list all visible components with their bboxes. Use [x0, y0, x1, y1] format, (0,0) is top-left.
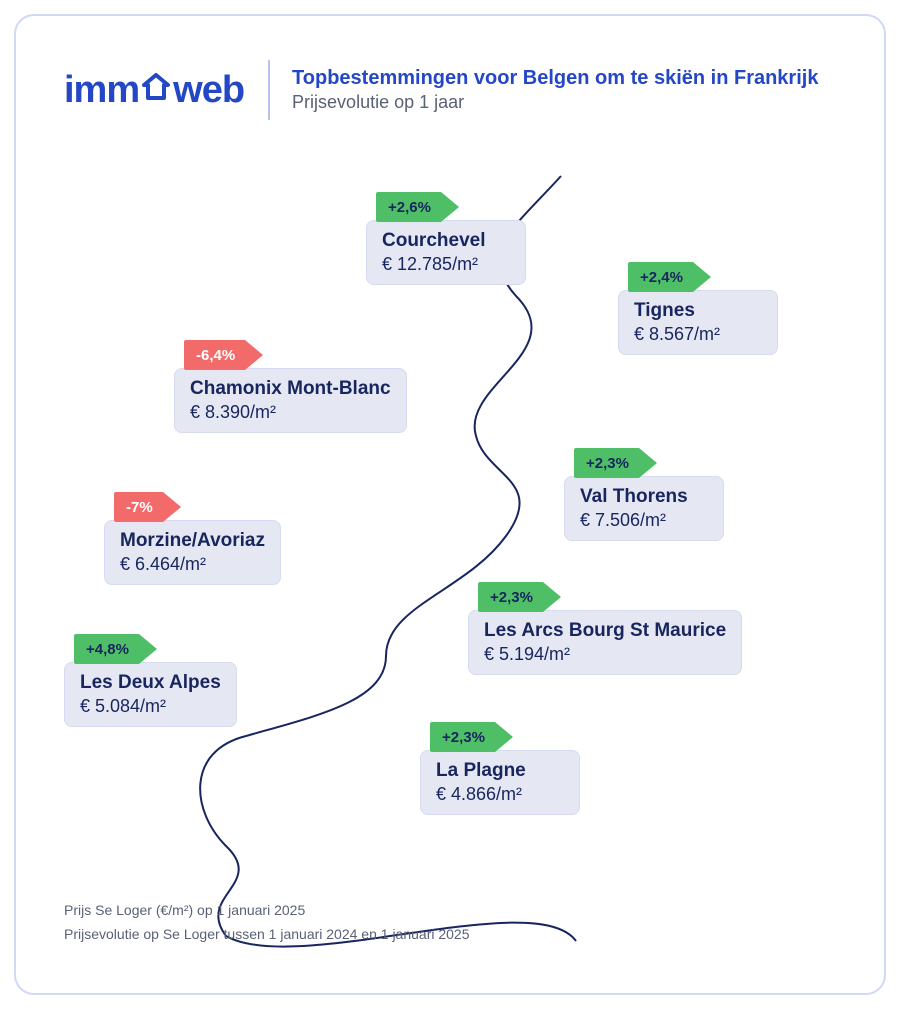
location-node-la-plagne: +2,3% La Plagne€ 4.866/m²	[420, 722, 580, 815]
change-value: +4,8%	[86, 641, 129, 658]
brand-logo: imm web	[64, 69, 244, 112]
location-price: € 8.567/m²	[634, 324, 762, 345]
location-node-tignes: +2,4% Tignes€ 8.567/m²	[618, 262, 778, 355]
change-value: +2,3%	[442, 729, 485, 746]
footnote-line: Prijsevolutie op Se Loger tussen 1 janua…	[64, 923, 470, 947]
footnote-line: Prijs Se Loger (€/m²) op 1 januari 2025	[64, 899, 470, 923]
change-value: +2,6%	[388, 199, 431, 216]
location-card: Morzine/Avoriaz€ 6.464/m²	[104, 520, 281, 585]
change-flag: +2,6%	[376, 192, 441, 222]
location-name: La Plagne	[436, 760, 564, 782]
change-value: +2,3%	[490, 589, 533, 606]
location-price: € 5.084/m²	[80, 696, 221, 717]
page-title: Topbestemmingen voor Belgen om te skiën …	[292, 67, 818, 90]
location-card: Chamonix Mont-Blanc€ 8.390/m²	[174, 368, 407, 433]
location-name: Val Thorens	[580, 486, 708, 508]
location-node-morzine: -7% Morzine/Avoriaz€ 6.464/m²	[104, 492, 281, 585]
location-card: Val Thorens€ 7.506/m²	[564, 476, 724, 541]
change-value: -7%	[126, 499, 153, 516]
location-name: Courchevel	[382, 230, 510, 252]
brand-text-right: web	[173, 69, 244, 112]
location-price: € 5.194/m²	[484, 644, 726, 665]
location-node-val-thorens: +2,3% Val Thorens€ 7.506/m²	[564, 448, 724, 541]
location-price: € 4.866/m²	[436, 784, 564, 805]
change-value: -6,4%	[196, 347, 235, 364]
location-node-courchevel: +2,6% Courchevel€ 12.785/m²	[366, 192, 526, 285]
location-name: Tignes	[634, 300, 762, 322]
location-card: La Plagne€ 4.866/m²	[420, 750, 580, 815]
location-card: Les Deux Alpes€ 5.084/m²	[64, 662, 237, 727]
location-price: € 12.785/m²	[382, 254, 510, 275]
footnotes: Prijs Se Loger (€/m²) op 1 januari 2025 …	[64, 899, 470, 947]
change-flag: +2,3%	[430, 722, 495, 752]
change-flag: -7%	[114, 492, 163, 522]
location-price: € 6.464/m²	[120, 554, 265, 575]
header-titles: Topbestemmingen voor Belgen om te skiën …	[292, 67, 818, 113]
location-name: Les Arcs Bourg St Maurice	[484, 620, 726, 642]
location-name: Les Deux Alpes	[80, 672, 221, 694]
header-divider	[268, 60, 270, 120]
location-node-les-arcs: +2,3% Les Arcs Bourg St Maurice€ 5.194/m²	[468, 582, 742, 675]
change-flag: +2,4%	[628, 262, 693, 292]
location-card: Les Arcs Bourg St Maurice€ 5.194/m²	[468, 610, 742, 675]
location-card: Courchevel€ 12.785/m²	[366, 220, 526, 285]
change-flag: +2,3%	[574, 448, 639, 478]
location-name: Morzine/Avoriaz	[120, 530, 265, 552]
page-subtitle: Prijsevolutie op 1 jaar	[292, 92, 818, 113]
location-node-chamonix: -6,4% Chamonix Mont-Blanc€ 8.390/m²	[174, 340, 407, 433]
location-name: Chamonix Mont-Blanc	[190, 378, 391, 400]
change-value: +2,4%	[640, 269, 683, 286]
header: imm web Topbestemmingen voor Belgen om t…	[64, 60, 836, 120]
change-flag: +2,3%	[478, 582, 543, 612]
change-value: +2,3%	[586, 455, 629, 472]
location-card: Tignes€ 8.567/m²	[618, 290, 778, 355]
location-price: € 7.506/m²	[580, 510, 708, 531]
location-node-les-deux-alpes: +4,8% Les Deux Alpes€ 5.084/m²	[64, 634, 237, 727]
house-icon	[141, 69, 171, 99]
infographic-frame: imm web Topbestemmingen voor Belgen om t…	[14, 14, 886, 995]
change-flag: +4,8%	[74, 634, 139, 664]
location-price: € 8.390/m²	[190, 402, 391, 423]
brand-text-left: imm	[64, 69, 139, 112]
change-flag: -6,4%	[184, 340, 245, 370]
